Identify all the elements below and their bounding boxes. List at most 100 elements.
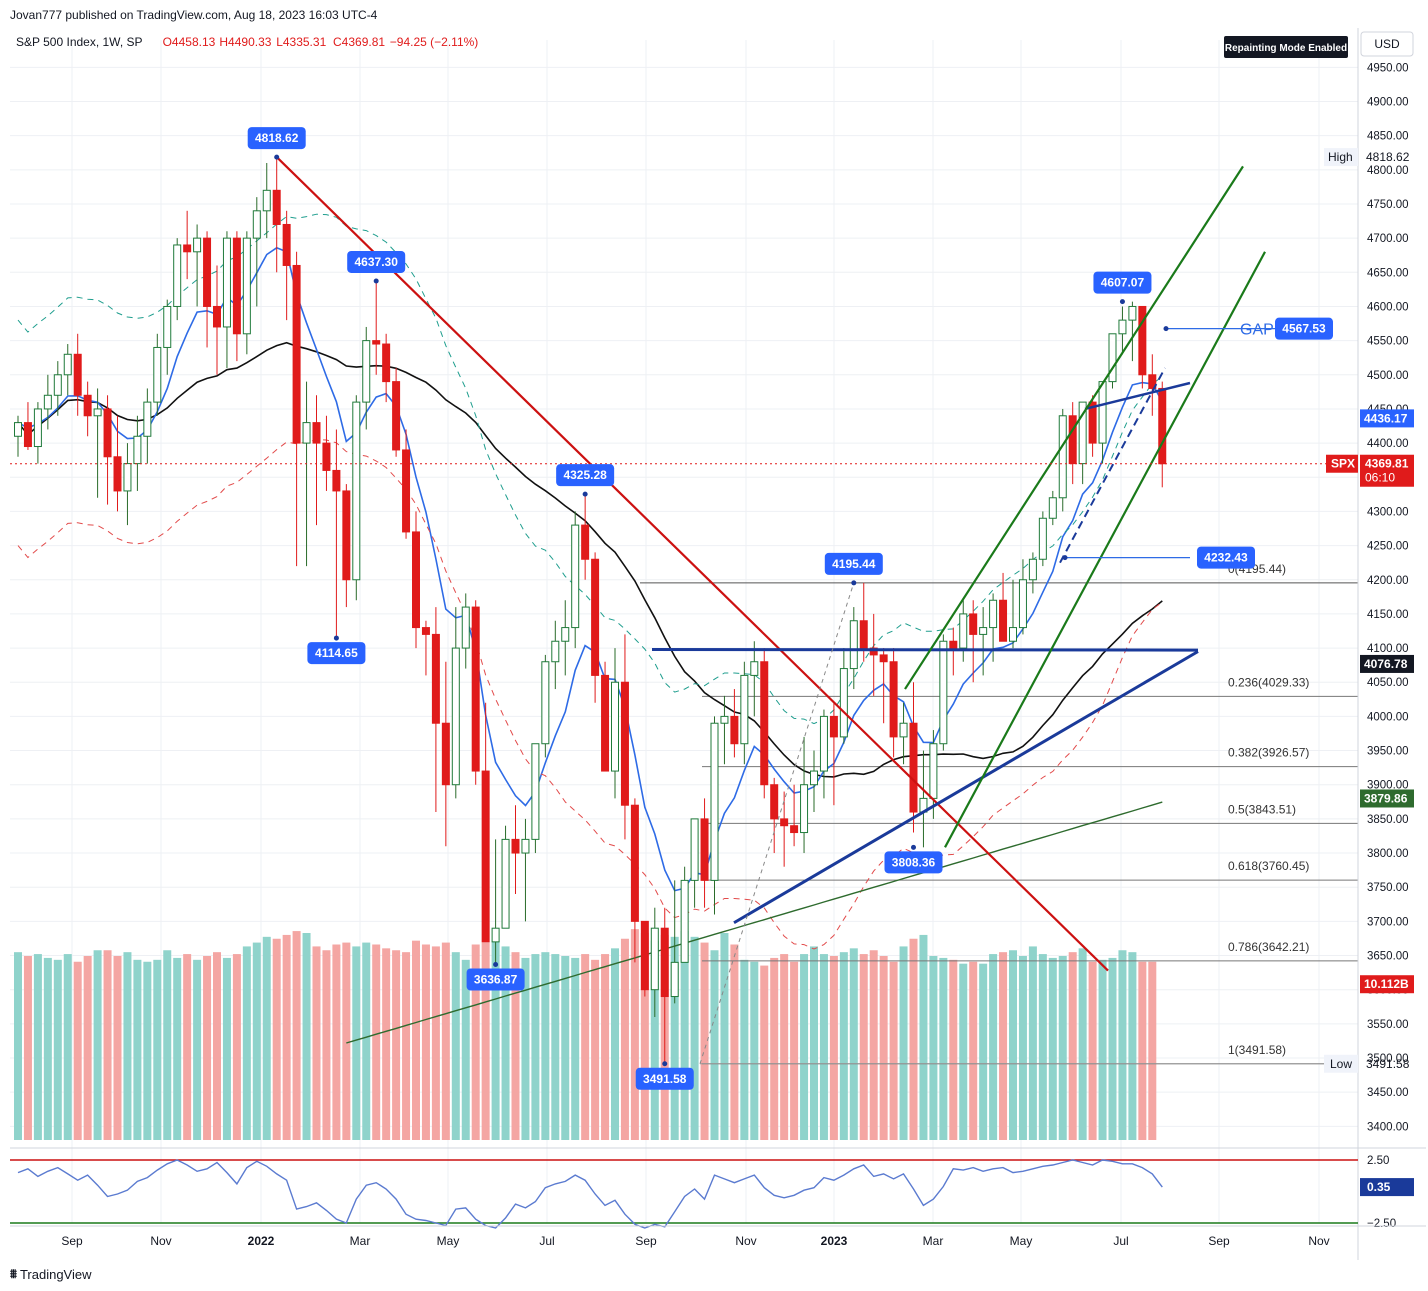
volume-bar xyxy=(551,954,560,1140)
candle xyxy=(680,866,689,963)
volume-bar xyxy=(382,948,391,1140)
price-tick: 4600.00 xyxy=(1367,301,1409,313)
price-callout: 4232.43 xyxy=(1062,546,1255,569)
price-tick: 4650.00 xyxy=(1367,267,1409,279)
candle-body xyxy=(342,490,351,581)
candle-body xyxy=(213,305,221,328)
callout-text: 4325.28 xyxy=(563,468,607,482)
candle xyxy=(869,613,878,696)
time-tick: 2023 xyxy=(821,1234,848,1248)
candle xyxy=(720,695,729,765)
volume-bar xyxy=(272,938,281,1140)
price-callout: 4195.44 xyxy=(824,552,883,586)
volume-bar xyxy=(650,940,659,1140)
candle xyxy=(1028,552,1037,594)
volume-bar xyxy=(402,952,411,1140)
price-callout: 4567.53 xyxy=(1163,317,1333,340)
candle-body xyxy=(1098,381,1107,444)
candle-body xyxy=(620,681,629,806)
price-tick: 3450.00 xyxy=(1367,1087,1409,1099)
candle-body xyxy=(262,189,271,212)
volume-bar xyxy=(421,944,430,1140)
candle-body xyxy=(1048,497,1057,519)
price-chart[interactable]: 0(4195.44)0.236(4029.33)0.382(3926.57)0.… xyxy=(0,28,1428,1260)
volume-bar xyxy=(302,933,311,1140)
volume-bar xyxy=(73,961,82,1140)
price-tick: 4550.00 xyxy=(1367,336,1409,348)
volume-bar xyxy=(720,933,729,1140)
candle xyxy=(471,600,480,785)
chart-area[interactable]: 0(4195.44) 0.236(4029.33) 0.382(3926.57) 0.… xyxy=(0,28,1428,1260)
candle xyxy=(969,600,978,683)
price-tick: 3950.00 xyxy=(1367,746,1409,758)
volume-bar xyxy=(810,946,818,1140)
currency-button-box xyxy=(1360,31,1414,57)
oscillator-tick: 2.50 xyxy=(1367,1155,1389,1167)
candle-body xyxy=(1128,305,1137,321)
volume-bar xyxy=(43,957,52,1140)
price-tick: 4050.00 xyxy=(1367,677,1409,689)
candle xyxy=(382,333,391,403)
callout-dot xyxy=(851,580,857,586)
volume-bar xyxy=(541,952,550,1140)
volume-bar xyxy=(93,950,102,1140)
oscillator-tick: −2.50 xyxy=(1367,1218,1396,1230)
volume-bar xyxy=(819,954,828,1140)
tradingview-footer[interactable]: ⩩ TradingView xyxy=(10,1266,92,1282)
volume-bar xyxy=(979,963,988,1140)
candle xyxy=(222,231,231,368)
candle-body xyxy=(392,381,401,451)
candle-body xyxy=(740,674,749,745)
candle xyxy=(1128,301,1137,362)
candle-body xyxy=(302,422,311,444)
volume-bar xyxy=(412,940,420,1140)
candle-body xyxy=(780,818,789,827)
candle-body xyxy=(1009,627,1017,642)
time-tick: Nov xyxy=(735,1234,756,1248)
candle-body xyxy=(272,189,281,225)
candle xyxy=(819,709,828,799)
candle xyxy=(272,157,281,273)
candle-body xyxy=(382,343,391,383)
candle xyxy=(312,395,321,526)
volume-bar xyxy=(849,948,858,1140)
candle-body xyxy=(889,661,898,738)
volume-bar xyxy=(1088,961,1097,1140)
legend-text: −94.25 (−2.11%) xyxy=(390,35,479,49)
candle xyxy=(800,736,809,854)
candle xyxy=(999,572,1008,642)
candle xyxy=(1158,381,1167,488)
oscillator-panel: 2.50 −2.50 0.35 xyxy=(10,1147,1426,1230)
candle xyxy=(1108,333,1117,389)
candle xyxy=(839,648,848,744)
candle-body xyxy=(33,408,42,448)
volume-bar xyxy=(531,954,540,1140)
candle-body xyxy=(879,654,888,663)
candle xyxy=(183,210,192,280)
wedge-dashed-line xyxy=(1059,367,1166,564)
time-tick: Sep xyxy=(635,1234,657,1248)
candle-body xyxy=(770,784,779,820)
candle-body xyxy=(1038,517,1047,560)
candle xyxy=(591,552,600,703)
candle-body xyxy=(43,394,52,410)
volume-bar xyxy=(113,956,122,1140)
candle xyxy=(730,689,739,758)
repaint-badge: Repainting Mode Enabled xyxy=(1224,36,1348,58)
candle xyxy=(710,716,719,915)
candle xyxy=(541,654,550,758)
candle-body xyxy=(292,264,301,444)
candle-body xyxy=(710,722,719,881)
callout-box xyxy=(556,464,615,487)
candle xyxy=(979,607,988,676)
candle-body xyxy=(113,456,122,492)
volume-bar xyxy=(262,936,271,1140)
volume-bar xyxy=(451,952,460,1140)
candles xyxy=(14,157,1167,1064)
candle-body xyxy=(222,237,231,328)
volume-bar xyxy=(939,957,948,1140)
candle xyxy=(322,415,331,491)
price-tick: 3650.00 xyxy=(1367,951,1409,963)
price-tick: 4850.00 xyxy=(1367,131,1409,143)
volume-bar xyxy=(1138,961,1147,1140)
